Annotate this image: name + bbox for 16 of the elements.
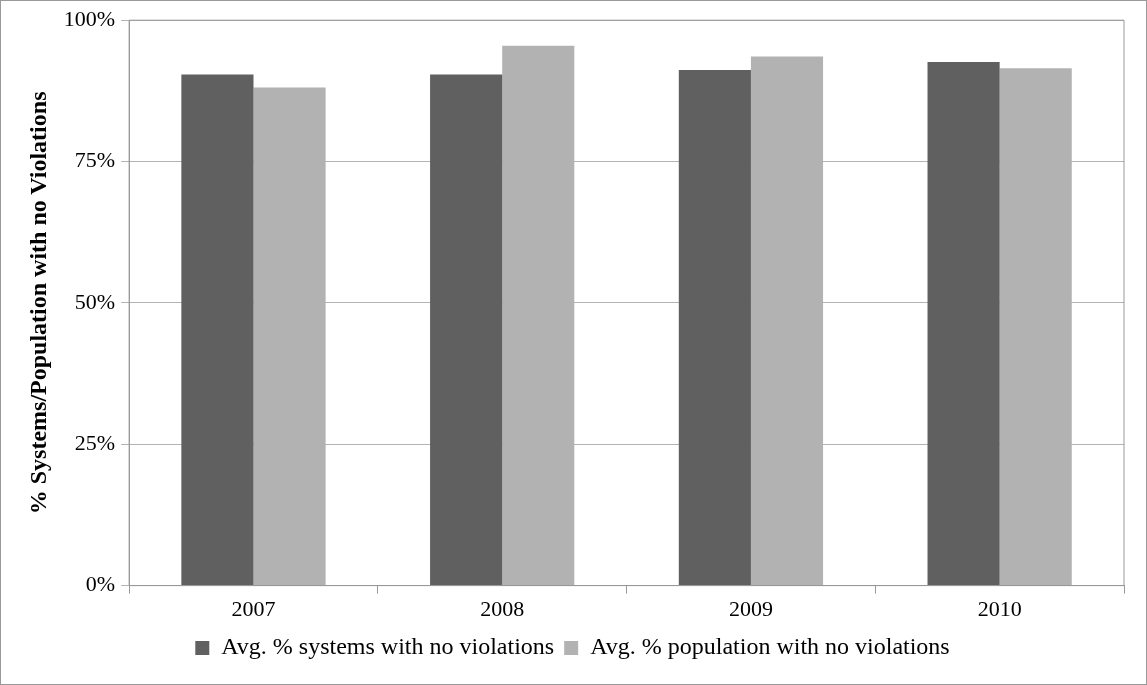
y-tick-label: 100% xyxy=(63,5,116,31)
bar xyxy=(430,74,503,586)
y-tick-label: 50% xyxy=(74,288,116,314)
y-tick-label: 75% xyxy=(74,147,116,173)
y-tick-label: 0% xyxy=(85,571,116,597)
x-tick-label: 2008 xyxy=(480,595,525,621)
x-tick-label: 2007 xyxy=(231,595,276,621)
bar xyxy=(181,74,254,586)
y-axis-title: % Systems/Population with no Violations xyxy=(24,91,51,515)
x-tick-label: 2010 xyxy=(977,595,1022,621)
legend-label: Avg. % systems with no violations xyxy=(221,633,555,660)
bar xyxy=(678,69,751,586)
x-tick-label: 2009 xyxy=(728,595,773,621)
legend-label: Avg. % population with no violations xyxy=(590,633,950,660)
bar xyxy=(927,62,1000,586)
y-tick-label: 25% xyxy=(74,430,116,456)
